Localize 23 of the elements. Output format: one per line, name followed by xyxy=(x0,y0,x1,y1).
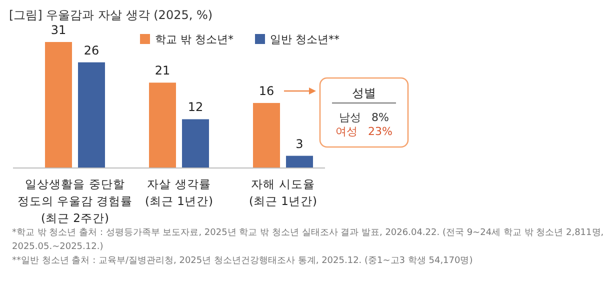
legend-label: 학교 밖 청소년* xyxy=(155,33,234,46)
bar xyxy=(182,119,209,168)
bar xyxy=(45,42,72,168)
text: 남성 8% xyxy=(339,111,389,124)
data-label: 12 xyxy=(188,100,204,114)
data-label: 16 xyxy=(258,84,274,98)
bar xyxy=(253,102,280,168)
text: **일반 청소년 출처 : 교육부/질병관리청, 2025년 청소년건강행태조사 통계, 2025.12. (중1~고3 학생 54,170명) xyxy=(12,255,474,268)
x-tick-label: 일상생활을 중단할 정도의 우울감 경험률 (최근 2주간) xyxy=(17,177,133,225)
x-tick-label: 자살 생각률 (최근 1년간) xyxy=(145,177,213,208)
data-label: 21 xyxy=(154,64,170,78)
data-label: 31 xyxy=(50,23,66,37)
legend-label: 일반 청소년** xyxy=(270,33,340,46)
chart-title: [그림] 우울감과 자살 생각 (2025, %) xyxy=(9,8,213,22)
data-label: 3 xyxy=(296,136,304,151)
bar xyxy=(149,82,176,168)
text: 성별 xyxy=(352,86,376,100)
data-label: 26 xyxy=(84,43,100,58)
bar xyxy=(286,156,313,168)
text: 여성 23% xyxy=(336,125,392,138)
x-tick-label: 자해 시도율 (최근 1년간) xyxy=(249,177,317,208)
bar xyxy=(78,62,105,168)
text: *학교 밖 청소년 출처 : 성평등가족부 보도자료, 2025년 학교 밖 청소년 실태조사 결과 발표, 2026.04.22. (전국 9~24세 학교 밖 청소년 2,811명, 2025.05.~2025.12.) xyxy=(12,227,604,254)
